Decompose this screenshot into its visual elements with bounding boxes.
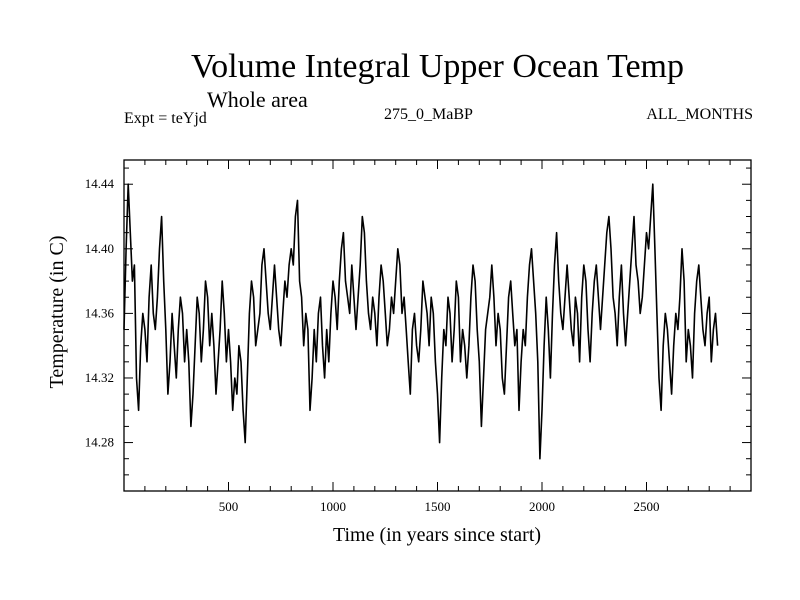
- y-tick-label: 14.32: [85, 370, 114, 385]
- period-label: 275_0_MaBP: [384, 106, 473, 123]
- x-tick-label: 2000: [529, 499, 555, 514]
- x-tick-label: 500: [219, 499, 239, 514]
- chart-subtitle: Whole area: [207, 87, 308, 112]
- y-tick-label: 14.28: [85, 435, 114, 450]
- x-tick-label: 1000: [320, 499, 346, 514]
- axis-ticks: [124, 160, 751, 491]
- x-tick-label: 2500: [634, 499, 660, 514]
- months-label: ALL_MONTHS: [646, 106, 753, 123]
- y-tick-label: 14.40: [85, 241, 114, 256]
- chart-title: Volume Integral Upper Ocean Temp: [191, 48, 684, 85]
- series-line: [123, 183, 719, 460]
- experiment-label: Expt = teYjd: [124, 110, 207, 127]
- x-tick-label: 1500: [425, 499, 451, 514]
- x-axis-label: Time (in years since start): [333, 524, 541, 546]
- axis-tick-labels: 500 1000 1500 2000 2500 14.28 14.32 14.36 14.40 1…: [85, 176, 660, 514]
- y-tick-label: 14.36: [85, 305, 115, 320]
- y-tick-label: 14.44: [85, 176, 115, 191]
- y-axis-label: Temperature (in C): [46, 236, 68, 389]
